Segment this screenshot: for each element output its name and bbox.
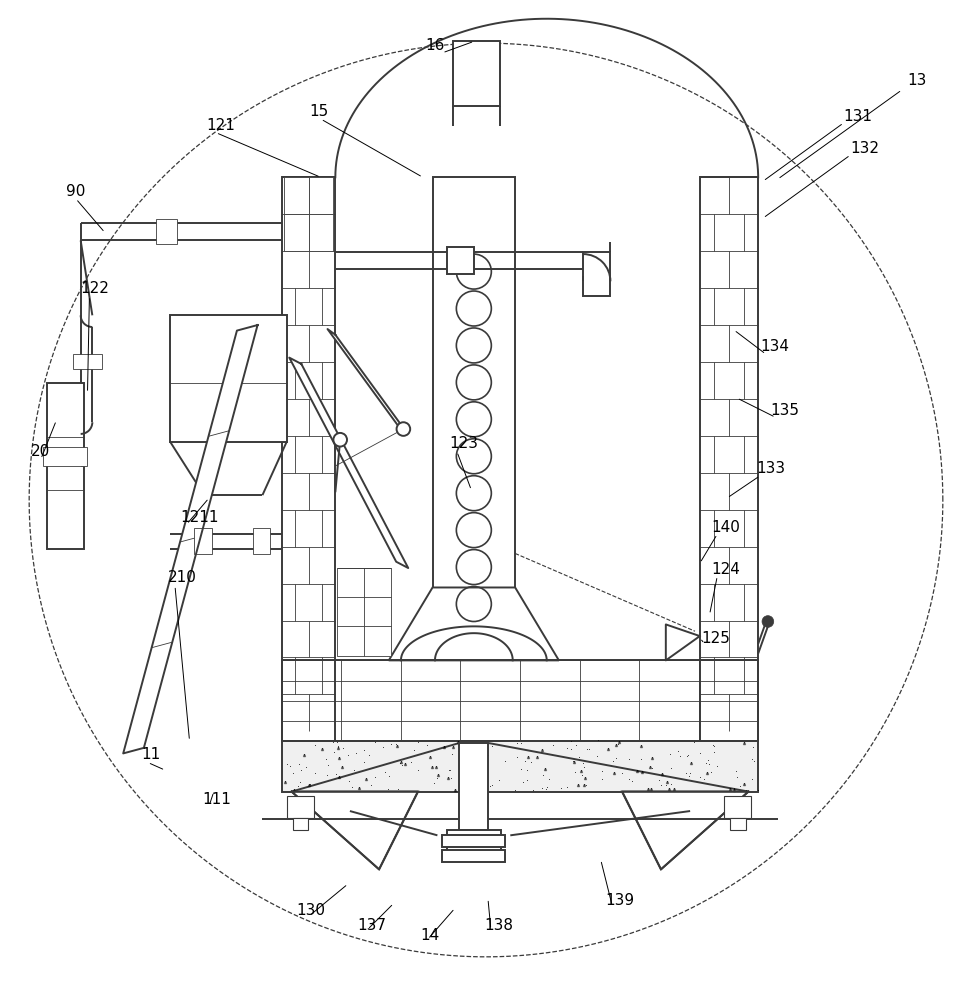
Bar — [730, 818, 746, 830]
Text: 121: 121 — [206, 118, 235, 133]
Bar — [724, 796, 751, 818]
Circle shape — [397, 422, 410, 436]
Text: 15: 15 — [309, 104, 329, 119]
Bar — [284, 177, 308, 214]
Bar — [460, 743, 489, 830]
Bar — [293, 818, 308, 830]
Bar — [583, 252, 610, 296]
Bar — [447, 830, 501, 860]
Circle shape — [762, 616, 774, 627]
Bar — [284, 214, 308, 251]
Bar — [47, 383, 84, 549]
Polygon shape — [123, 325, 258, 753]
Text: 138: 138 — [484, 918, 513, 933]
Bar — [43, 447, 87, 466]
Bar — [282, 660, 758, 741]
Bar — [194, 528, 212, 554]
Bar — [156, 219, 177, 244]
Text: 133: 133 — [756, 461, 785, 476]
Circle shape — [333, 433, 347, 447]
Bar — [253, 528, 270, 554]
Bar — [433, 177, 515, 641]
Bar — [453, 41, 500, 106]
Bar — [282, 741, 758, 792]
Text: 90: 90 — [66, 184, 86, 199]
Bar — [308, 177, 333, 214]
Text: 11: 11 — [141, 747, 160, 762]
Text: 1211: 1211 — [180, 510, 219, 525]
Bar — [308, 214, 333, 251]
Text: 16: 16 — [426, 38, 445, 53]
Bar — [282, 177, 335, 741]
Polygon shape — [666, 624, 700, 660]
Bar — [73, 354, 102, 369]
Bar — [447, 247, 474, 274]
Bar — [337, 568, 391, 656]
Text: 125: 125 — [702, 631, 731, 646]
Text: 14: 14 — [420, 928, 439, 943]
Text: 132: 132 — [850, 141, 880, 156]
Text: 131: 131 — [844, 109, 873, 124]
Bar — [442, 850, 505, 862]
Text: 111: 111 — [202, 792, 231, 807]
Text: 123: 123 — [449, 436, 478, 451]
Polygon shape — [328, 329, 406, 432]
Text: 134: 134 — [760, 339, 789, 354]
Text: 13: 13 — [907, 73, 926, 88]
Text: 124: 124 — [712, 562, 741, 577]
Bar — [700, 177, 758, 741]
Text: 20: 20 — [31, 444, 51, 459]
Polygon shape — [622, 792, 748, 869]
Bar — [170, 315, 287, 442]
Text: 135: 135 — [770, 403, 799, 418]
Text: 139: 139 — [606, 893, 635, 908]
Text: 122: 122 — [81, 281, 110, 296]
Bar — [287, 796, 314, 818]
Bar — [442, 835, 505, 847]
Text: 210: 210 — [168, 570, 197, 585]
Text: 140: 140 — [712, 520, 741, 535]
Polygon shape — [389, 587, 559, 660]
Polygon shape — [290, 358, 408, 568]
Text: 137: 137 — [358, 918, 387, 933]
Text: 130: 130 — [296, 903, 326, 918]
Polygon shape — [292, 792, 418, 869]
